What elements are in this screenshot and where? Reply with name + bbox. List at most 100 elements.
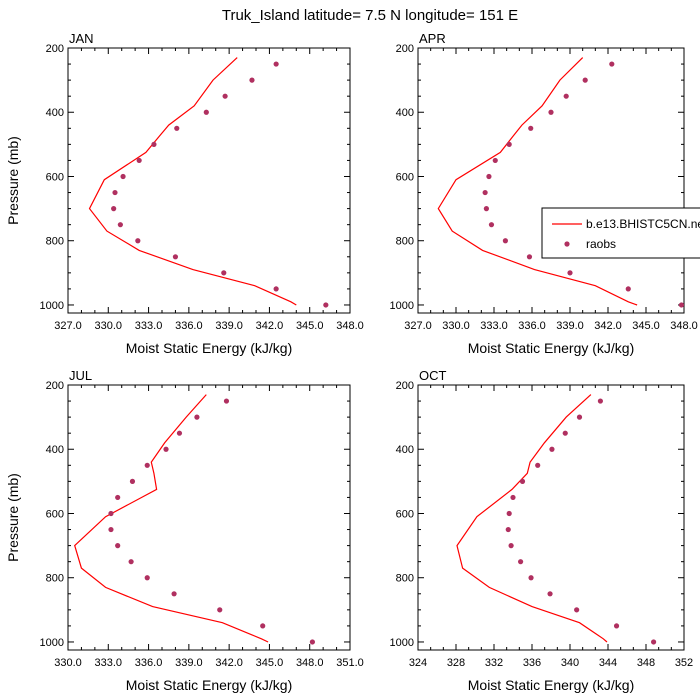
raobs-point <box>528 575 534 581</box>
raobs-point <box>309 639 315 645</box>
raobs-point <box>172 254 179 260</box>
y-tick-label: 400 <box>46 107 64 119</box>
x-tick-label: 339.0 <box>175 657 203 669</box>
raobs-point <box>108 510 114 517</box>
raobs-point <box>108 526 114 533</box>
chart-panel-jul: 330.0 333.0 336.0 339.0 342.0 345.0 348.0 351.0… <box>5 368 364 693</box>
model-line <box>74 394 269 643</box>
raobs-point <box>567 270 573 276</box>
y-tick-label: 400 <box>46 444 64 456</box>
y-tick-label: 600 <box>396 508 414 520</box>
x-tick-label: 336.0 <box>175 320 203 332</box>
model-line <box>456 394 608 643</box>
y-tick-label: 400 <box>396 107 414 119</box>
chart-panel-jan: 327.0 330.0 333.0 336.0 339.0 342.0 345.0 348.0… <box>5 31 364 356</box>
x-tick-label: 324 <box>409 657 427 669</box>
legend-label-raobs: raobs <box>586 237 616 251</box>
raobs-point <box>115 494 121 501</box>
plot-frame <box>67 47 351 314</box>
raobs-point <box>135 238 141 244</box>
x-tick-label: 336 <box>523 657 541 669</box>
plot-frame <box>417 384 685 651</box>
x-tick-label: 336.0 <box>135 657 163 669</box>
raobs-point <box>488 222 495 228</box>
y-tick-label: 200 <box>46 380 64 392</box>
raobs-point <box>508 543 514 549</box>
y-tick-label: 800 <box>396 573 414 585</box>
plot-frame <box>417 47 685 314</box>
raobs-point <box>112 189 118 196</box>
raobs-point <box>144 462 150 468</box>
raobs-point <box>678 302 685 308</box>
y-tick-label: 200 <box>46 43 64 55</box>
x-tick-label: 333.0 <box>95 657 123 669</box>
raobs-point <box>111 206 117 212</box>
x-tick-label: 348 <box>637 657 655 669</box>
panel-title: OCT <box>419 368 447 383</box>
raobs-point <box>273 286 279 292</box>
x-tick-label: 339.0 <box>556 320 584 332</box>
raobs-point <box>549 446 555 452</box>
x-tick-label: 327.0 <box>54 320 82 332</box>
y-tick-label: 600 <box>46 171 64 183</box>
legend-label-model: b.e13.BHISTC5CN.ne30_g16.1.005 <box>586 217 700 231</box>
y-tick-label: 800 <box>46 573 64 585</box>
y-tick-label: 600 <box>396 171 414 183</box>
raobs-point <box>174 125 180 131</box>
figure-title: Truk_Island latitude= 7.5 N longitude= 1… <box>222 7 518 24</box>
raobs-point <box>535 462 541 468</box>
panel-title: JAN <box>69 31 94 46</box>
raobs-point <box>609 61 615 67</box>
y-tick-label: 200 <box>396 43 414 55</box>
x-axis-title: Moist Static Energy (kJ/kg) <box>126 340 293 356</box>
raobs-point <box>528 125 534 131</box>
raobs-point <box>217 607 223 613</box>
x-tick-label: 333.0 <box>135 320 163 332</box>
y-tick-label: 200 <box>396 380 414 392</box>
raobs-point <box>563 93 569 99</box>
raobs-point <box>576 414 583 420</box>
raobs-point <box>482 189 488 196</box>
y-tick-label: 1000 <box>390 637 414 649</box>
x-tick-label: 342.0 <box>215 657 243 669</box>
raobs-point <box>163 446 169 452</box>
y-tick-label: 400 <box>396 444 414 456</box>
x-tick-label: 342.0 <box>256 320 284 332</box>
x-tick-label: 330.0 <box>95 320 123 332</box>
raobs-point <box>323 302 329 308</box>
raobs-point <box>506 510 512 517</box>
x-tick-label: 352 <box>675 657 693 669</box>
x-tick-label: 345.0 <box>256 657 284 669</box>
raobs-point <box>260 623 266 629</box>
model-line <box>437 57 638 306</box>
panel-title: APR <box>419 31 446 46</box>
y-tick-label: 1000 <box>40 637 64 649</box>
raobs-point <box>115 543 121 549</box>
raobs-point <box>574 607 580 613</box>
raobs-point <box>625 286 631 292</box>
x-tick-label: 342.0 <box>594 320 622 332</box>
raobs-point <box>651 639 657 645</box>
raobs-point <box>548 109 554 115</box>
x-axis-title: Moist Static Energy (kJ/kg) <box>468 340 635 356</box>
model-line <box>88 57 297 306</box>
raobs-point <box>128 559 134 565</box>
raobs-point <box>144 575 150 581</box>
raobs-point <box>582 77 588 83</box>
raobs-point <box>151 141 157 147</box>
raobs-point <box>506 141 512 147</box>
plot-frame <box>67 384 351 651</box>
x-axis-title: Moist Static Energy (kJ/kg) <box>126 677 293 693</box>
x-tick-label: 345.0 <box>296 320 324 332</box>
raobs-point <box>519 478 526 484</box>
raobs-point <box>510 494 516 501</box>
y-tick-label: 800 <box>46 236 64 248</box>
raobs-point <box>597 398 604 404</box>
raobs-point <box>486 173 492 180</box>
y-tick-label: 1000 <box>390 300 414 312</box>
y-tick-label: 1000 <box>40 300 64 312</box>
x-tick-label: 348.0 <box>670 320 698 332</box>
y-axis-title: Pressure (mb) <box>5 473 21 562</box>
raobs-point <box>613 623 620 629</box>
